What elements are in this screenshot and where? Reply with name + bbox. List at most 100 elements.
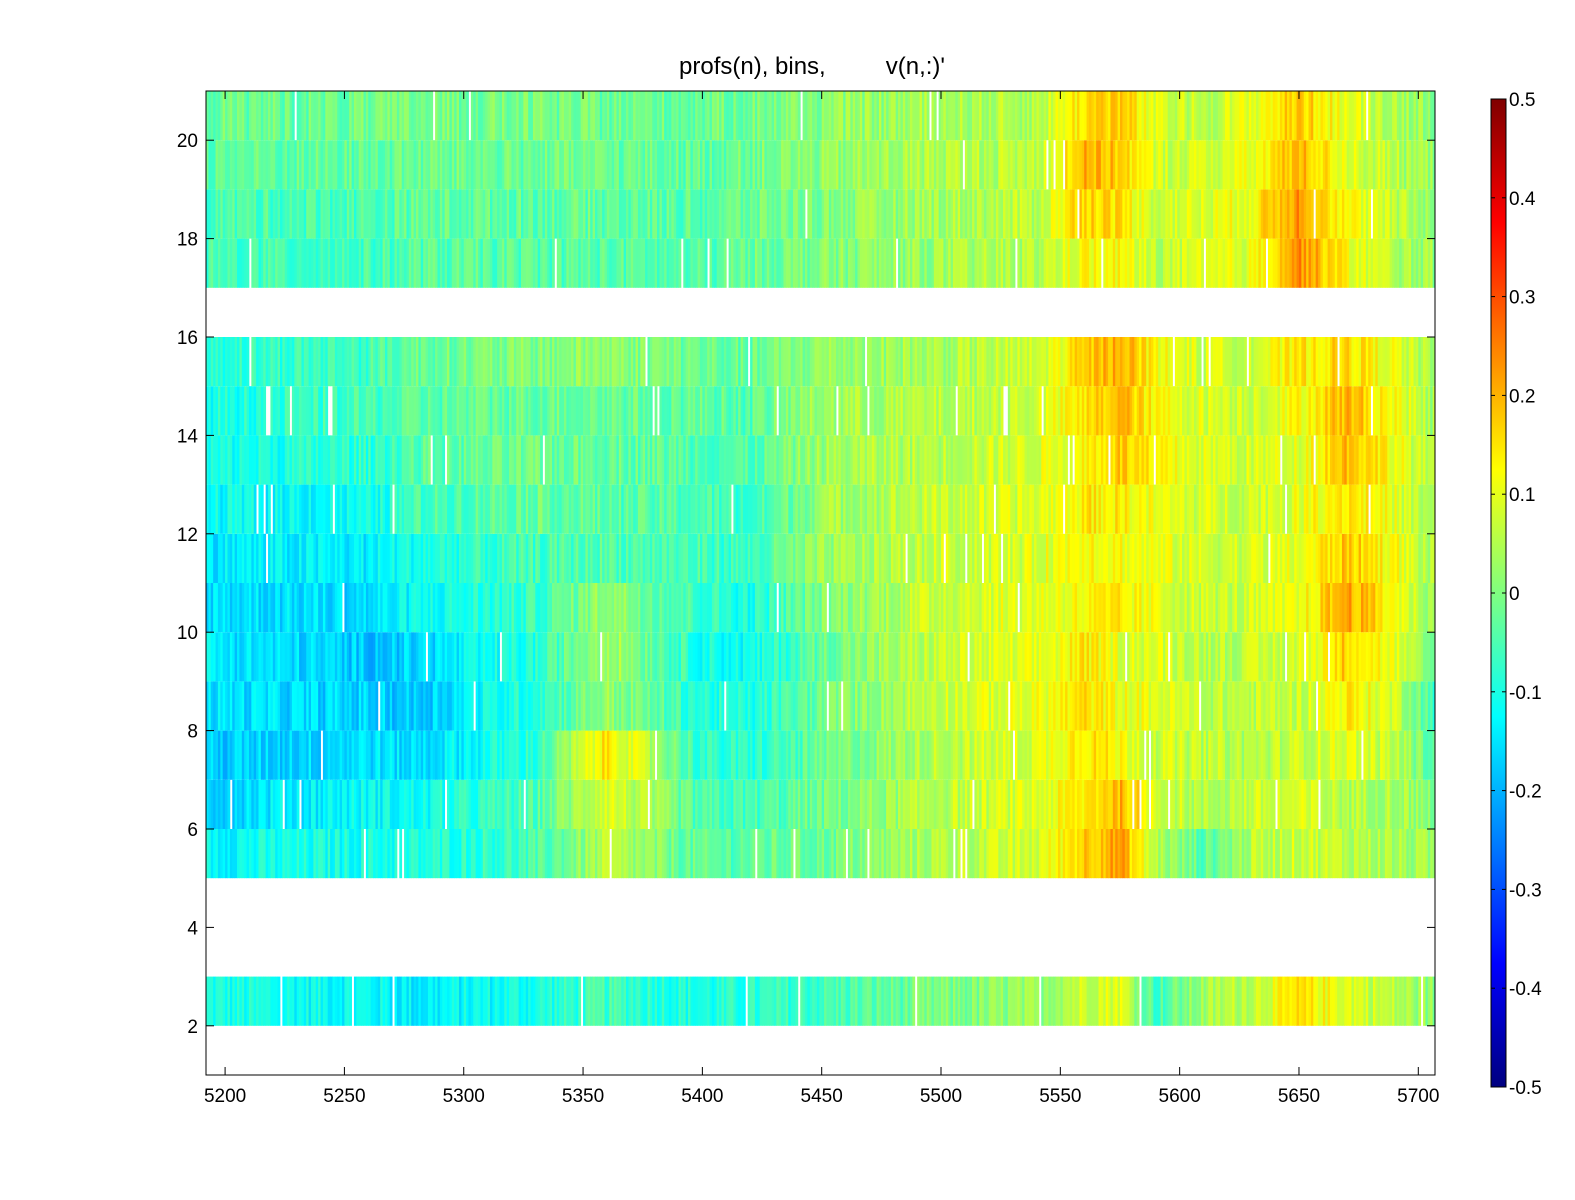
heatmap-cell bbox=[1344, 533, 1348, 583]
heatmap-cell bbox=[936, 681, 940, 731]
heatmap-cell bbox=[731, 583, 734, 633]
heatmap-cell bbox=[857, 435, 861, 485]
heatmap-cell bbox=[1189, 583, 1192, 633]
heatmap-cell bbox=[1310, 632, 1314, 682]
heatmap-cell bbox=[1301, 533, 1305, 583]
heatmap-cell bbox=[1260, 435, 1264, 485]
heatmap-cell bbox=[933, 779, 937, 829]
heatmap-cell bbox=[229, 583, 233, 633]
heatmap-cell bbox=[463, 533, 467, 583]
heatmap-cell bbox=[518, 976, 522, 1026]
heatmap-cell bbox=[1053, 779, 1056, 829]
heatmap-cell bbox=[671, 976, 675, 1026]
heatmap-cell bbox=[721, 484, 725, 534]
heatmap-cell bbox=[804, 730, 808, 780]
heatmap-cell bbox=[258, 435, 262, 485]
heatmap-cell bbox=[473, 779, 477, 829]
heatmap-cell bbox=[735, 583, 739, 633]
heatmap-cell bbox=[1198, 533, 1202, 583]
heatmap-cell bbox=[778, 632, 782, 682]
heatmap-cell bbox=[878, 484, 882, 534]
heatmap-cell bbox=[1098, 779, 1102, 829]
heatmap-cell bbox=[852, 779, 856, 829]
heatmap-cell bbox=[521, 730, 524, 780]
heatmap-cell bbox=[1167, 681, 1171, 731]
heatmap-cell bbox=[1403, 730, 1407, 780]
heatmap-cell bbox=[666, 829, 670, 879]
heatmap-cell bbox=[580, 533, 584, 583]
heatmap-cell bbox=[1122, 533, 1126, 583]
heatmap-cell bbox=[1217, 484, 1221, 534]
heatmap-cell bbox=[587, 435, 591, 485]
heatmap-cell bbox=[370, 533, 374, 583]
heatmap-cell bbox=[1081, 976, 1085, 1026]
heatmap-cell bbox=[425, 976, 429, 1026]
heatmap-cell bbox=[246, 435, 250, 485]
heatmap-cell bbox=[1034, 632, 1037, 682]
heatmap-cell bbox=[1050, 632, 1054, 682]
heatmap-cell bbox=[206, 484, 209, 534]
heatmap-cell bbox=[852, 632, 856, 682]
heatmap-cell bbox=[1253, 583, 1257, 633]
heatmap-cell bbox=[268, 681, 271, 731]
heatmap-cell bbox=[344, 484, 348, 534]
heatmap-cell bbox=[850, 435, 854, 485]
heatmap-cell bbox=[1401, 829, 1405, 879]
heatmap-cell bbox=[618, 583, 622, 633]
heatmap-cell bbox=[411, 484, 415, 534]
heatmap-cell bbox=[776, 730, 780, 780]
heatmap-cell bbox=[492, 435, 496, 485]
heatmap-cell bbox=[840, 435, 844, 485]
heatmap-cell bbox=[914, 681, 918, 731]
heatmap-cell bbox=[270, 829, 274, 879]
heatmap-cell bbox=[282, 583, 286, 633]
heatmap-cell bbox=[1415, 583, 1419, 633]
heatmap-cell bbox=[781, 484, 784, 534]
heatmap-cell bbox=[614, 730, 617, 780]
heatmap-cell bbox=[528, 681, 531, 731]
heatmap-cell bbox=[1014, 730, 1018, 780]
heatmap-cell bbox=[1141, 779, 1145, 829]
heatmap-cell bbox=[890, 976, 894, 1026]
heatmap-cell bbox=[960, 632, 963, 682]
heatmap-cell bbox=[325, 681, 329, 731]
heatmap-cell bbox=[549, 435, 553, 485]
heatmap-cell bbox=[1239, 730, 1243, 780]
heatmap-cell bbox=[917, 632, 920, 682]
heatmap-cell bbox=[408, 681, 412, 731]
heatmap-cell bbox=[575, 730, 579, 780]
heatmap-cell bbox=[611, 583, 615, 633]
heatmap-cell bbox=[647, 533, 651, 583]
heatmap-cell bbox=[1210, 779, 1214, 829]
heatmap-cell bbox=[785, 484, 789, 534]
heatmap-cell bbox=[399, 435, 403, 485]
heatmap-cell bbox=[895, 829, 899, 879]
heatmap-cell bbox=[1327, 681, 1331, 731]
heatmap-cell bbox=[1010, 632, 1014, 682]
heatmap-cell bbox=[814, 583, 818, 633]
heatmap-cell bbox=[907, 976, 911, 1026]
heatmap-cell bbox=[926, 779, 930, 829]
heatmap-cell bbox=[384, 681, 388, 731]
heatmap-cell bbox=[210, 533, 214, 583]
heatmap-cell bbox=[1220, 583, 1224, 633]
heatmap-cell bbox=[683, 583, 687, 633]
heatmap-cell bbox=[571, 681, 574, 731]
heatmap-cell bbox=[1127, 583, 1130, 633]
heatmap-cell bbox=[623, 829, 627, 879]
heatmap-cell bbox=[530, 484, 534, 534]
heatmap-cell bbox=[1007, 435, 1011, 485]
heatmap-cell bbox=[1048, 779, 1052, 829]
heatmap-cell bbox=[513, 583, 517, 633]
heatmap-cell bbox=[377, 583, 381, 633]
heatmap-cell bbox=[313, 435, 317, 485]
heatmap-cell bbox=[521, 484, 524, 534]
heatmap-cell bbox=[544, 730, 548, 780]
heatmap-cell bbox=[790, 632, 794, 682]
heatmap-cell bbox=[227, 435, 231, 485]
heatmap-cell bbox=[287, 829, 290, 879]
heatmap-cell bbox=[893, 533, 897, 583]
heatmap-cell bbox=[1098, 533, 1102, 583]
heatmap-cell bbox=[657, 730, 660, 780]
heatmap-cell bbox=[695, 976, 698, 1026]
